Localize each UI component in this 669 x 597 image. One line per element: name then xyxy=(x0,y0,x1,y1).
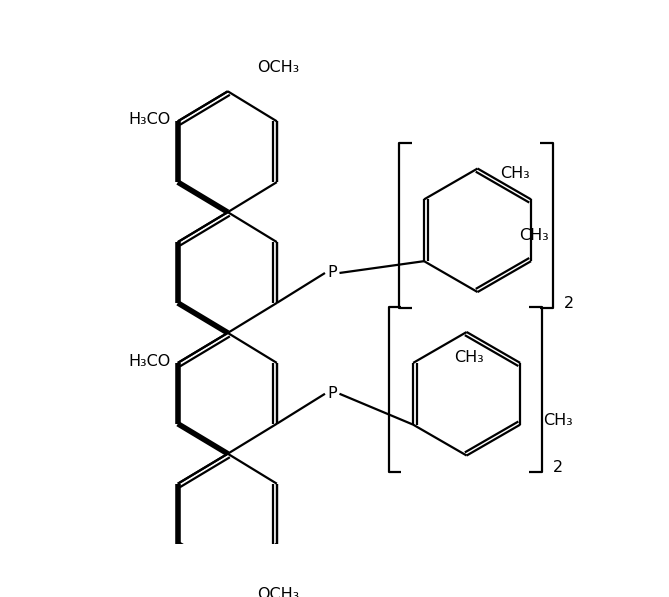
Text: CH₃: CH₃ xyxy=(454,350,484,365)
Text: P: P xyxy=(327,386,337,401)
Text: 2: 2 xyxy=(553,460,563,475)
Text: CH₃: CH₃ xyxy=(500,165,530,180)
Text: CH₃: CH₃ xyxy=(519,228,549,243)
Text: CH₃: CH₃ xyxy=(543,413,573,427)
Text: OCH₃: OCH₃ xyxy=(257,587,299,597)
Text: OCH₃: OCH₃ xyxy=(257,60,299,75)
Text: P: P xyxy=(327,266,337,281)
Text: H₃CO: H₃CO xyxy=(128,353,171,368)
Text: 2: 2 xyxy=(564,296,575,312)
Text: H₃CO: H₃CO xyxy=(128,112,171,127)
